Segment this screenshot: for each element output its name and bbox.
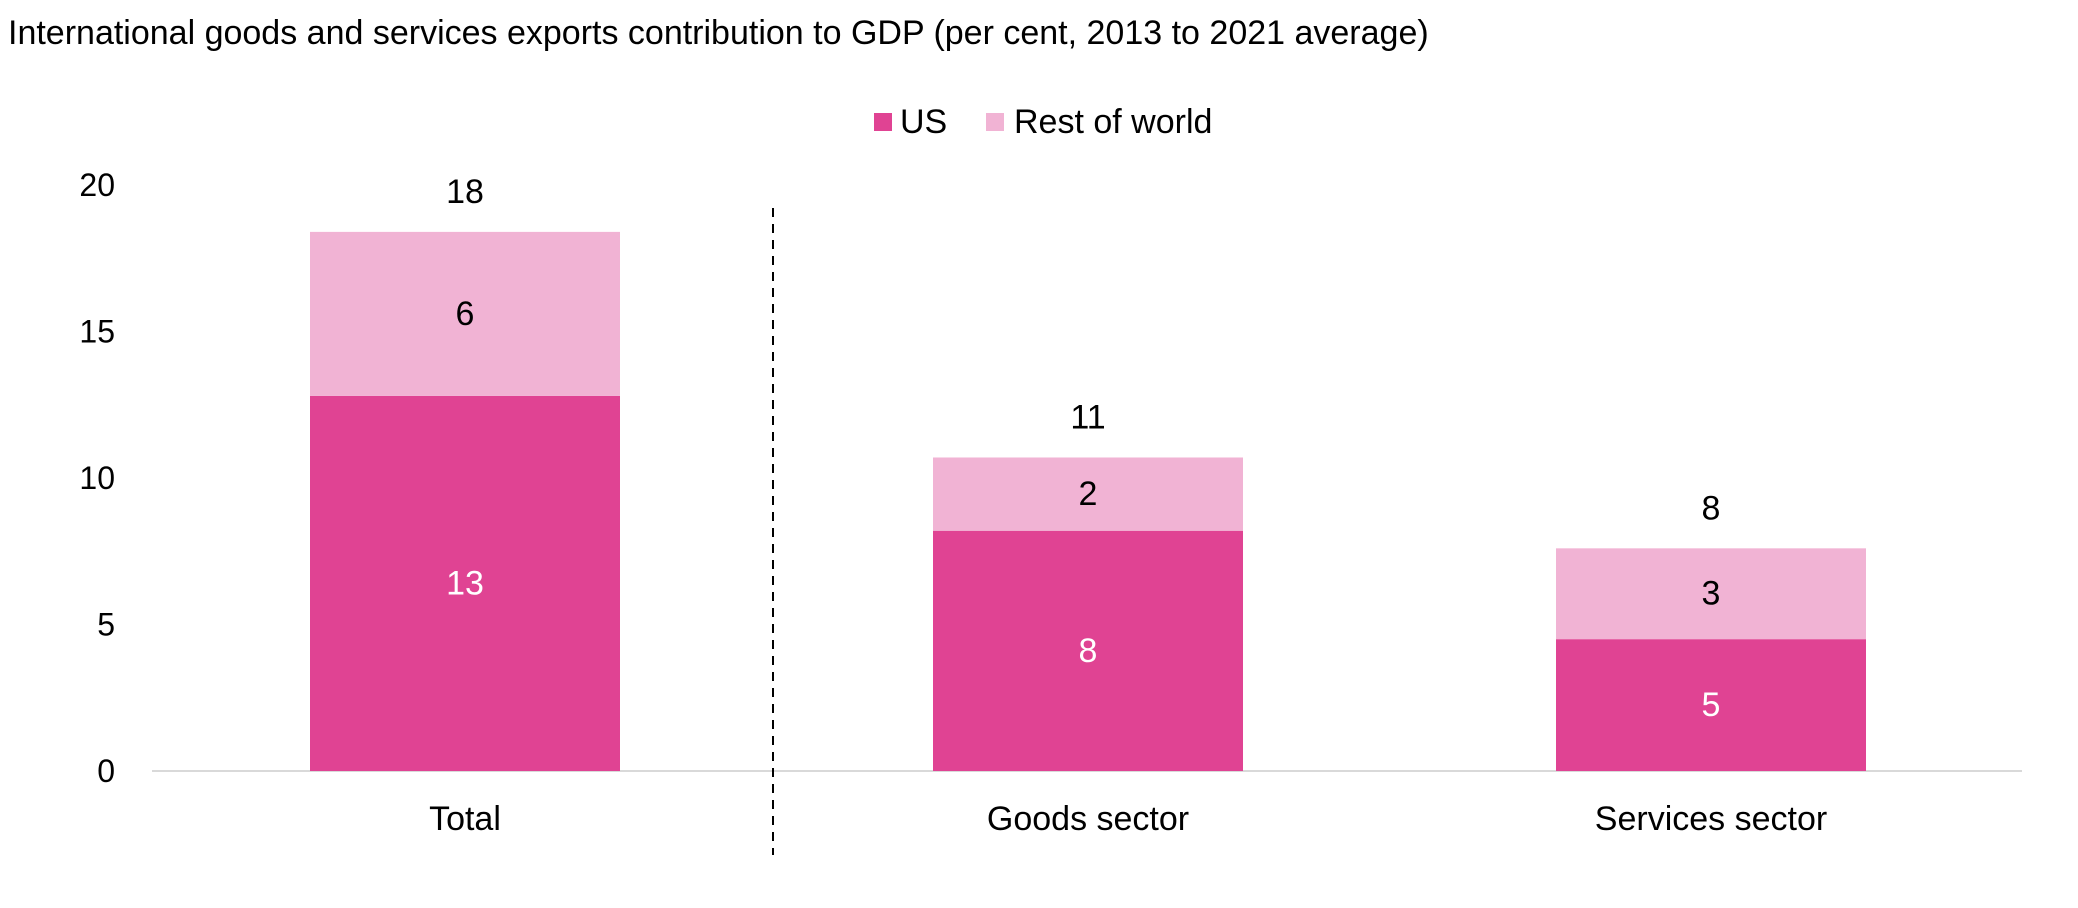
legend-swatch-us: [874, 113, 892, 131]
y-tick-label: 5: [97, 607, 115, 643]
data-label-goods-sector-us: 8: [1079, 632, 1098, 670]
legend-item-rest-of-world: Rest of world: [986, 103, 1212, 141]
bars: 13 6 18 8 2 11 5 3 8: [310, 173, 1866, 771]
legend-label-rest-of-world: Rest of world: [1014, 103, 1212, 141]
y-tick-label: 20: [79, 167, 115, 203]
legend-label-us: US: [900, 103, 947, 141]
bar-services-sector-rest-of-world: [1556, 548, 1866, 640]
y-tick-label: 0: [97, 753, 115, 789]
bar-goods-sector-rest-of-world: [933, 457, 1243, 531]
legend: US Rest of world: [874, 103, 1212, 141]
y-tick-label: 15: [79, 314, 115, 350]
data-label-total-rest-of-world: 6: [456, 295, 475, 333]
y-tick-label: 10: [79, 460, 115, 496]
total-label-goods-sector: 11: [1070, 398, 1105, 436]
x-axis: Total Goods sector Services sector: [429, 800, 1827, 838]
data-label-services-sector-rest-of-world: 3: [1702, 575, 1721, 613]
total-label-services-sector: 8: [1702, 489, 1721, 527]
legend-swatch-rest-of-world: [986, 113, 1004, 131]
legend-item-us: US: [874, 103, 947, 141]
y-axis: 0 5 10 15 20: [79, 167, 115, 789]
x-tick-label-total: Total: [429, 800, 501, 838]
data-label-total-us: 13: [446, 564, 484, 602]
bar-total-rest-of-world: [310, 231, 620, 396]
x-tick-label-services-sector: Services sector: [1595, 800, 1827, 838]
bar-goods-sector-us: [933, 530, 1243, 771]
chart-title: International goods and services exports…: [8, 14, 1429, 52]
bar-services-sector-us: [1556, 639, 1866, 771]
data-label-services-sector-us: 5: [1702, 686, 1721, 724]
data-label-goods-sector-rest-of-world: 2: [1079, 475, 1098, 513]
x-tick-label-goods-sector: Goods sector: [987, 800, 1189, 838]
bar-total-us: [310, 395, 620, 771]
total-label-total: 18: [446, 173, 484, 211]
